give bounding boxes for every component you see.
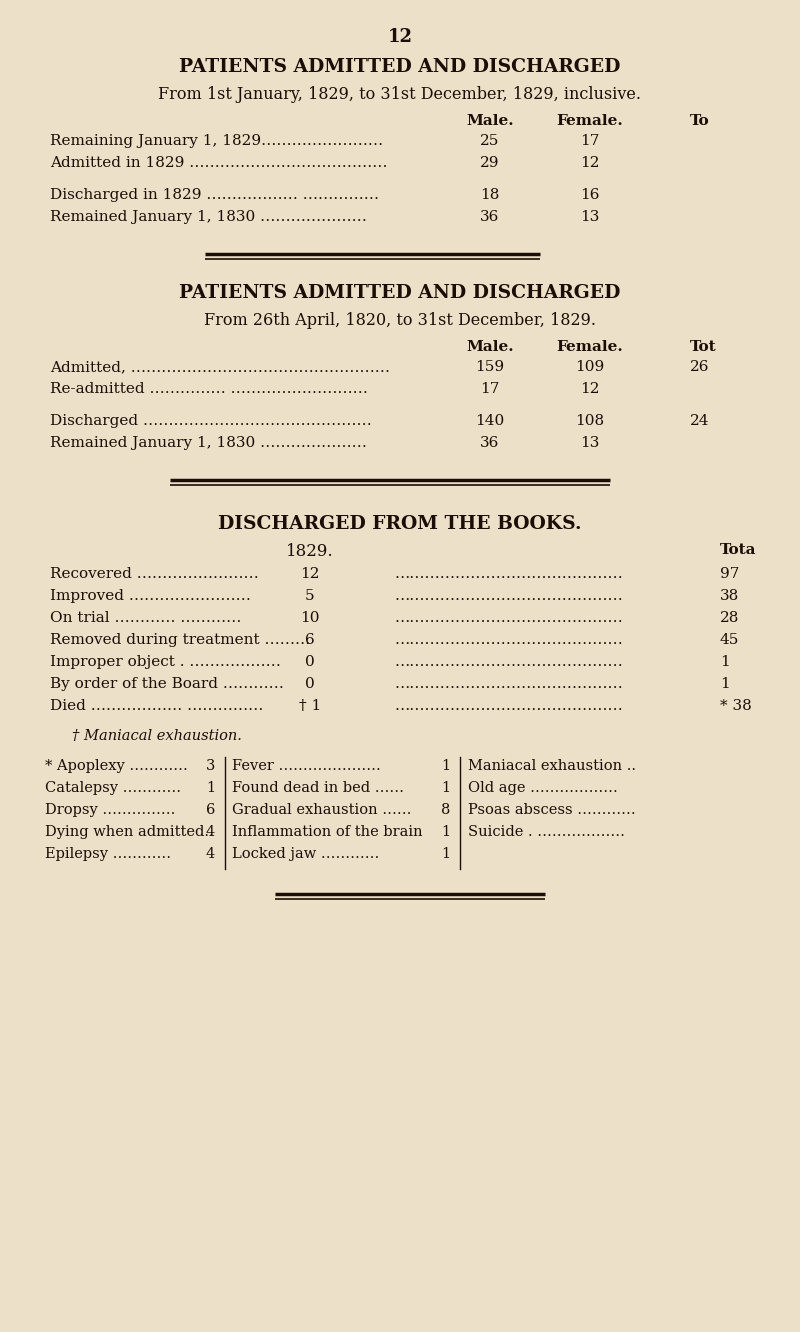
Text: Male.: Male. <box>466 115 514 128</box>
Text: ………………………………………: ……………………………………… <box>395 677 624 691</box>
Text: 1: 1 <box>206 781 215 795</box>
Text: 12: 12 <box>387 28 413 47</box>
Text: By order of the Board …………: By order of the Board ………… <box>50 677 284 691</box>
Text: Admitted in 1829 …………………………………: Admitted in 1829 ………………………………… <box>50 156 387 170</box>
Text: Tot: Tot <box>690 340 717 354</box>
Text: From 26th April, 1820, to 31st December, 1829.: From 26th April, 1820, to 31st December,… <box>204 312 596 329</box>
Text: 12: 12 <box>580 156 600 170</box>
Text: 8: 8 <box>441 803 450 817</box>
Text: 4: 4 <box>206 825 215 839</box>
Text: 0: 0 <box>305 677 315 691</box>
Text: 13: 13 <box>580 210 600 224</box>
Text: 1: 1 <box>720 655 730 669</box>
Text: Remaining January 1, 1829……………………: Remaining January 1, 1829…………………… <box>50 135 383 148</box>
Text: Dropsy ……………: Dropsy …………… <box>45 803 175 817</box>
Text: 109: 109 <box>575 360 605 374</box>
Text: ………………………………………: ……………………………………… <box>395 633 624 647</box>
Text: 4: 4 <box>206 847 215 860</box>
Text: On trial ………… …………: On trial ………… ………… <box>50 611 242 625</box>
Text: 13: 13 <box>580 436 600 450</box>
Text: 1: 1 <box>441 825 450 839</box>
Text: 26: 26 <box>690 360 710 374</box>
Text: To: To <box>690 115 710 128</box>
Text: 0: 0 <box>305 655 315 669</box>
Text: ………………………………………: ……………………………………… <box>395 611 624 625</box>
Text: 18: 18 <box>480 188 500 202</box>
Text: Discharged ………………………………………: Discharged ……………………………………… <box>50 414 372 428</box>
Text: PATIENTS ADMITTED AND DISCHARGED: PATIENTS ADMITTED AND DISCHARGED <box>179 59 621 76</box>
Text: From 1st January, 1829, to 31st December, 1829, inclusive.: From 1st January, 1829, to 31st December… <box>158 87 642 103</box>
Text: Male.: Male. <box>466 340 514 354</box>
Text: 17: 17 <box>580 135 600 148</box>
Text: Remained January 1, 1830 …………………: Remained January 1, 1830 ………………… <box>50 436 367 450</box>
Text: Female.: Female. <box>557 115 623 128</box>
Text: Tota: Tota <box>720 543 757 557</box>
Text: Remained January 1, 1830 …………………: Remained January 1, 1830 ………………… <box>50 210 367 224</box>
Text: ………………………………………: ……………………………………… <box>395 567 624 581</box>
Text: 25: 25 <box>480 135 500 148</box>
Text: Inflammation of the brain: Inflammation of the brain <box>232 825 422 839</box>
Text: 36: 36 <box>480 210 500 224</box>
Text: Removed during treatment ………: Removed during treatment ……… <box>50 633 310 647</box>
Text: Gradual exhaustion ……: Gradual exhaustion …… <box>232 803 411 817</box>
Text: 1829.: 1829. <box>286 543 334 559</box>
Text: Female.: Female. <box>557 340 623 354</box>
Text: ………………………………………: ……………………………………… <box>395 589 624 603</box>
Text: Improved ……………………: Improved …………………… <box>50 589 251 603</box>
Text: Discharged in 1829 ……………… ……………: Discharged in 1829 ……………… …………… <box>50 188 379 202</box>
Text: 29: 29 <box>480 156 500 170</box>
Text: PATIENTS ADMITTED AND DISCHARGED: PATIENTS ADMITTED AND DISCHARGED <box>179 284 621 302</box>
Text: 1: 1 <box>441 781 450 795</box>
Text: ………………………………………: ……………………………………… <box>395 655 624 669</box>
Text: Re-admitted …………… ………………………: Re-admitted …………… ……………………… <box>50 382 368 396</box>
Text: * Apoplexy …………: * Apoplexy ………… <box>45 759 188 773</box>
Text: ………………………………………: ……………………………………… <box>395 699 624 713</box>
Text: 159: 159 <box>475 360 505 374</box>
Text: 38: 38 <box>720 589 739 603</box>
Text: Recovered ……………………: Recovered …………………… <box>50 567 258 581</box>
Text: Died ……………… ……………: Died ……………… …………… <box>50 699 263 713</box>
Text: Maniacal exhaustion ..: Maniacal exhaustion .. <box>468 759 636 773</box>
Text: Fever …………………: Fever ………………… <box>232 759 381 773</box>
Text: 3: 3 <box>206 759 215 773</box>
Text: Suicide . ………………: Suicide . ……………… <box>468 825 625 839</box>
Text: * 38: * 38 <box>720 699 752 713</box>
Text: 1: 1 <box>441 759 450 773</box>
Text: 6: 6 <box>206 803 215 817</box>
Text: Old age ………………: Old age ……………… <box>468 781 618 795</box>
Text: 12: 12 <box>580 382 600 396</box>
Text: Dying when admitted..: Dying when admitted.. <box>45 825 214 839</box>
Text: 28: 28 <box>720 611 739 625</box>
Text: Admitted, ……………………………………………: Admitted, …………………………………………… <box>50 360 390 374</box>
Text: 140: 140 <box>475 414 505 428</box>
Text: 16: 16 <box>580 188 600 202</box>
Text: Psoas abscess …………: Psoas abscess ………… <box>468 803 636 817</box>
Text: 12: 12 <box>300 567 320 581</box>
Text: 6: 6 <box>305 633 315 647</box>
Text: 10: 10 <box>300 611 320 625</box>
Text: 5: 5 <box>305 589 315 603</box>
Text: 17: 17 <box>480 382 500 396</box>
Text: 1: 1 <box>441 847 450 860</box>
Text: Locked jaw …………: Locked jaw ………… <box>232 847 379 860</box>
Text: 36: 36 <box>480 436 500 450</box>
Text: Catalepsy …………: Catalepsy ………… <box>45 781 181 795</box>
Text: † 1: † 1 <box>299 699 321 713</box>
Text: † Maniacal exhaustion.: † Maniacal exhaustion. <box>72 729 242 743</box>
Text: Epilepsy …………: Epilepsy ………… <box>45 847 171 860</box>
Text: 45: 45 <box>720 633 739 647</box>
Text: Improper object . ………………: Improper object . ……………… <box>50 655 281 669</box>
Text: 97: 97 <box>720 567 739 581</box>
Text: 1: 1 <box>720 677 730 691</box>
Text: DISCHARGED FROM THE BOOKS.: DISCHARGED FROM THE BOOKS. <box>218 515 582 533</box>
Text: Found dead in bed ……: Found dead in bed …… <box>232 781 404 795</box>
Text: 108: 108 <box>575 414 605 428</box>
Text: 24: 24 <box>690 414 710 428</box>
